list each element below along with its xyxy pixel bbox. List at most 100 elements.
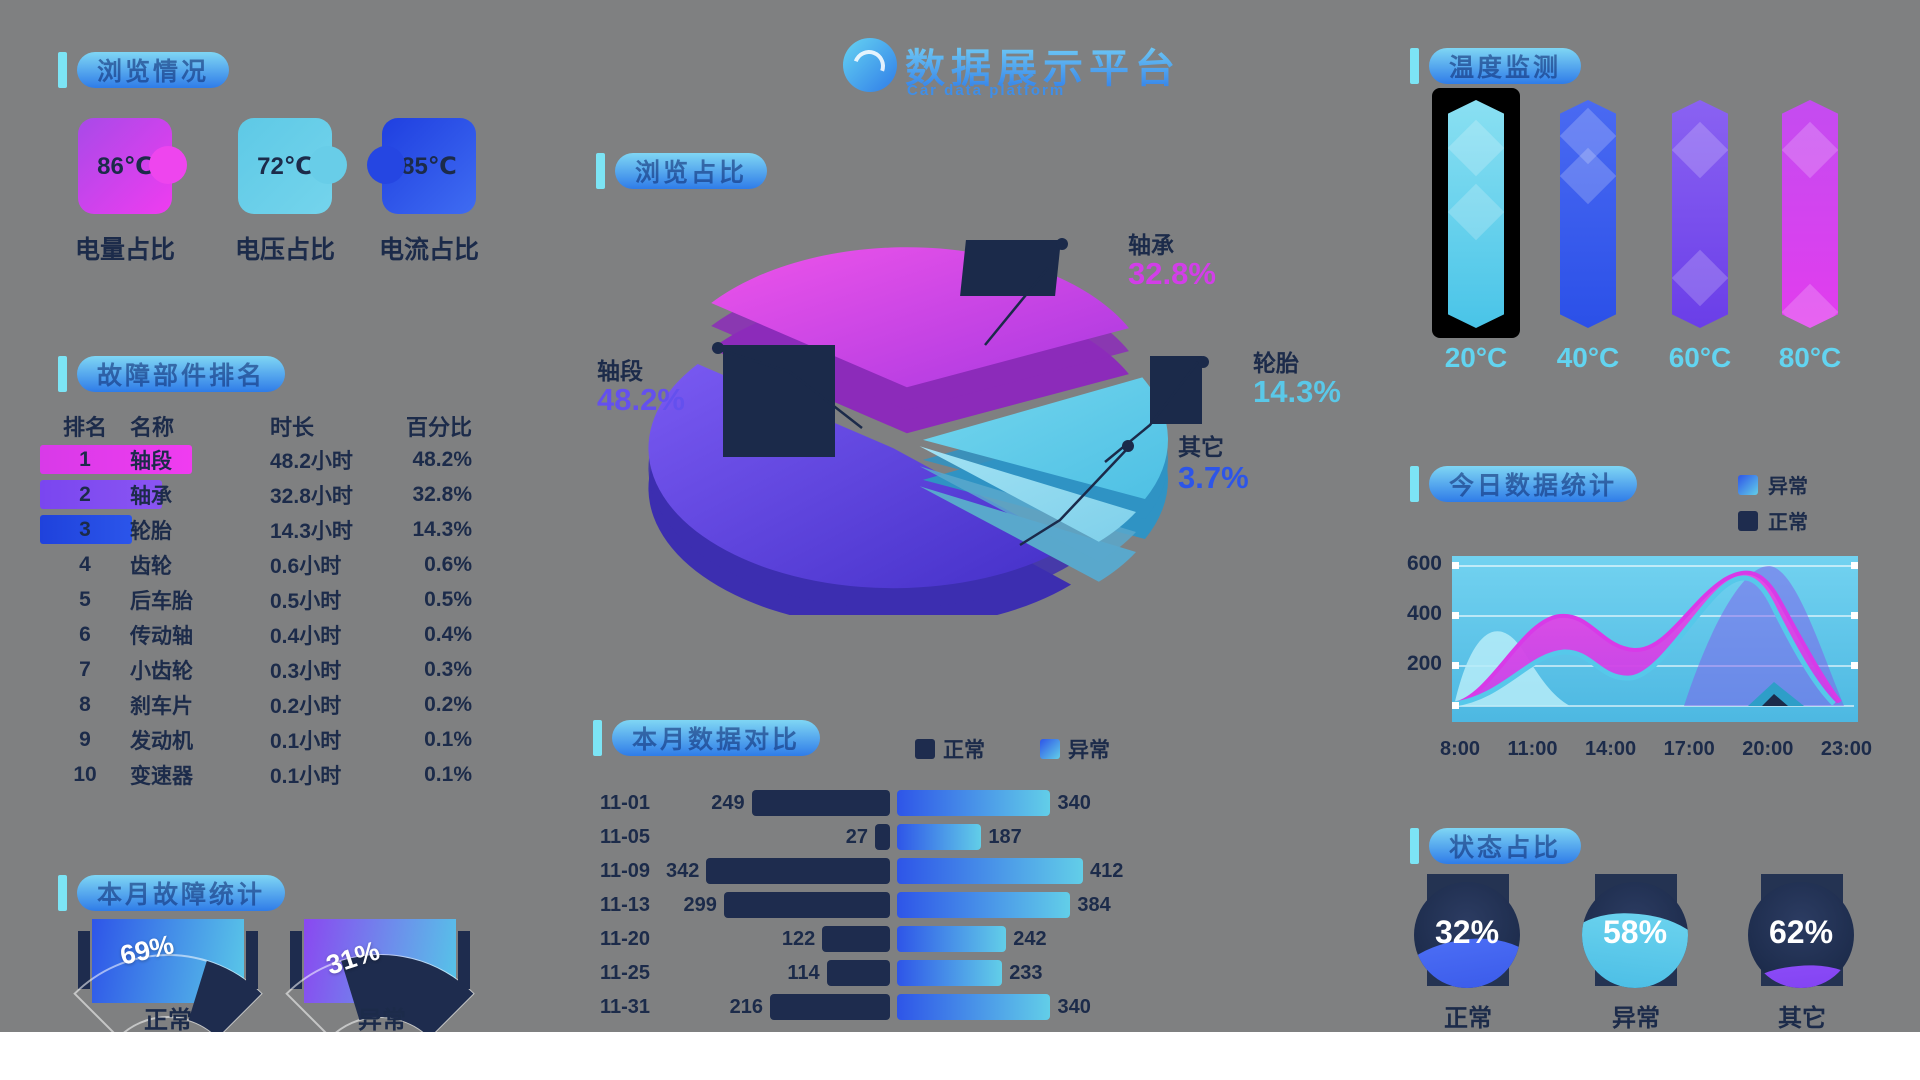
facet [1672,249,1728,307]
status-label: 正常 [1444,1005,1492,1032]
card-value: 86℃ [97,152,153,180]
pie-value: 3.7% [1178,460,1249,495]
liquid-circle: 62% [1748,882,1854,988]
thermo-label: 80°C [1778,342,1842,373]
title-tick [1410,828,1419,864]
title-tick [1410,466,1419,502]
table-row: 6 传动轴 0.4小时 0.4% [79,622,472,648]
ranking-table: 排名 名称 时长 百分比 1 轴段 48.2小时 48.2% 2 轴承 32.8小时 32.8… [40,410,472,792]
section-title-compare: 本月数据对比 [593,720,821,756]
pie-value: 14.3% [1253,374,1341,409]
status-value: 58% [1602,914,1668,950]
thermo-40c[interactable] [1560,100,1616,328]
callout-lines [719,267,1199,547]
card-value: 72℃ [257,152,313,180]
pie-label: 轮胎 [1253,350,1299,376]
callout-dot [1122,440,1134,452]
status-label: 异常 [1612,1005,1660,1032]
pie-label: 轴段 [597,358,643,384]
legend-abnormal: 异常 [1040,734,1110,764]
title-tick [58,356,67,392]
compare-rows: 11-01 249 340 11-05 27 187 11-09 342 412 11-13 299… [600,786,1140,1024]
thermo-label: 40°C [1556,342,1620,373]
pie-label: 轴承 [1128,232,1174,258]
facet [1672,121,1728,179]
legend-normal: 正常 [915,734,985,764]
compare-row: 11-25 114 233 [600,956,1140,990]
legend-swatch-gradient [1040,739,1060,759]
ranking-table-body: 1 轴段 48.2小时 48.2% 2 轴承 32.8小时 32.8% 3 轮胎 14.3小时 14.… [40,442,472,792]
pie-label: 其它 [1178,434,1224,460]
facet [1448,183,1504,241]
legend-swatch-dark [915,739,935,759]
section-title-pie: 浏览占比 [596,153,768,189]
legend-swatch-gradient [1738,474,1758,495]
callout-dot [1197,356,1209,368]
page-subtitle: Car data platform [907,82,1066,99]
compare-row: 11-13 299 384 [600,888,1140,922]
card-label: 电压占比 [234,236,335,264]
pie-value: 48.2% [597,382,685,417]
compare-row: 11-09 342 412 [600,854,1140,888]
title-tick [58,52,67,88]
title-tick [593,720,602,756]
area-chart [1452,556,1858,722]
title-tick [1410,48,1419,84]
white-footer [0,1032,1920,1080]
card-value: 85℃ [401,152,457,180]
callout-dot [1056,238,1068,250]
y-tick: 200 [1406,652,1442,675]
thermo-80c[interactable] [1782,100,1838,328]
y-tick: 400 [1406,602,1442,625]
gauge-abnormal: 31% [285,919,475,1039]
title-tick [596,153,605,189]
compare-row: 11-05 27 187 [600,820,1140,854]
liquid-fill [1748,957,1854,988]
thermo-20c[interactable] [1448,100,1504,328]
status-circle-normal: 32% [1412,874,1524,990]
compare-row: 11-01 249 340 [600,786,1140,820]
facet [1448,119,1504,177]
gauge-label: 正常 [144,1007,192,1034]
logo-icon [843,38,897,92]
overview-card: 85℃ [367,118,476,214]
table-row: 2 轴承 32.8小时 32.8% [40,477,472,512]
thermo-label: 60°C [1668,342,1732,373]
table-row: 10 变速器 0.1小时 0.1% [73,762,472,788]
table-header: 排名 名称 时长 百分比 [62,415,472,440]
table-row: 3 轮胎 14.3小时 14.3% [40,512,472,547]
page-title: 数据展示平台 [905,36,1181,94]
thermo-60c[interactable] [1672,100,1728,328]
table-row: 8 刹车片 0.2小时 0.2% [79,692,472,718]
table-row: 9 发动机 0.1小时 0.1% [79,727,472,753]
status-label: 其它 [1778,1005,1826,1032]
section-title-monthly: 本月故障统计 [58,875,286,911]
section-title-today: 今日数据统计 [1410,466,1638,502]
compare-row: 11-31 216 340 [600,990,1140,1024]
gauge-label: 异常 [358,1007,406,1034]
pie-value: 32.8% [1128,256,1216,291]
legend-normal: 正常 [1738,506,1808,535]
y-tick: 600 [1406,552,1442,575]
table-row: 7 小齿轮 0.3小时 0.3% [79,657,472,683]
facet [1560,147,1616,205]
section-title-overview: 浏览情况 [58,52,230,88]
x-axis-labels: 8:00 11:00 14:00 17:00 20:00 23:00 [1440,738,1872,760]
status-circle-abnormal: 58% [1580,874,1692,990]
overview-card: 86℃ [78,118,187,214]
status-value: 62% [1768,914,1834,950]
table-row: 4 齿轮 0.6小时 0.6% [79,552,472,578]
pie-chart [648,247,1168,615]
facet [1782,283,1838,328]
table-row: 5 后车胎 0.5小时 0.5% [79,587,472,613]
legend-swatch-dark [1738,510,1758,531]
facet [1782,121,1838,179]
section-title-ranking: 故障部件排名 [58,356,286,392]
thermo-label: 20°C [1444,342,1508,373]
callout-box [723,345,835,457]
legend-abnormal: 异常 [1738,470,1808,499]
card-label: 电流占比 [378,236,479,264]
card-label: 电量占比 [74,236,175,264]
compare-row: 11-20 122 242 [600,922,1140,956]
